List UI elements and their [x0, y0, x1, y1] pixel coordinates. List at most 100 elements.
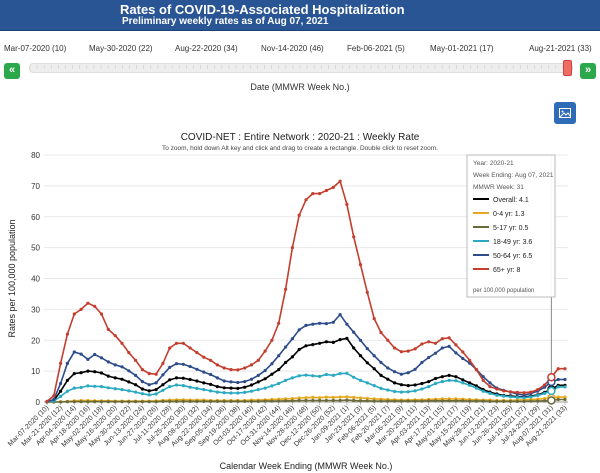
data-point — [406, 390, 410, 394]
data-point — [249, 363, 254, 367]
data-point — [256, 358, 260, 362]
data-point — [277, 321, 281, 325]
data-point — [195, 351, 199, 355]
data-point — [99, 312, 104, 316]
data-point — [154, 381, 158, 385]
data-point — [161, 361, 165, 365]
y-tick-label: 70 — [31, 182, 40, 191]
slider-label: May-30-2020 (22) — [89, 44, 153, 53]
data-point — [420, 399, 424, 403]
data-point — [290, 399, 294, 403]
data-point — [386, 366, 390, 370]
data-point — [413, 347, 417, 351]
data-point — [297, 396, 301, 400]
data-point — [324, 188, 328, 193]
data-point — [52, 394, 56, 398]
data-point — [495, 393, 499, 397]
date-slider-handle[interactable] — [563, 60, 572, 76]
data-point — [474, 368, 478, 372]
data-point — [168, 365, 172, 369]
data-point — [324, 372, 328, 377]
data-point — [386, 338, 390, 342]
data-point — [338, 398, 342, 403]
data-point — [427, 385, 431, 389]
data-point — [345, 395, 349, 399]
data-point — [338, 313, 342, 317]
data-point — [399, 383, 403, 387]
data-point — [318, 398, 322, 403]
data-point — [461, 399, 465, 403]
data-point — [106, 327, 110, 331]
data-point — [563, 395, 567, 399]
data-point — [209, 358, 213, 362]
data-point — [304, 396, 308, 400]
hover-point — [547, 373, 556, 382]
data-point — [229, 368, 233, 372]
download-image-button[interactable] — [554, 102, 576, 124]
data-point — [311, 398, 315, 403]
data-point — [229, 386, 233, 390]
data-point — [113, 334, 117, 338]
legend-header-line: MMWR Week: 31 — [473, 184, 524, 191]
data-point — [243, 390, 247, 394]
date-slider-track[interactable] — [29, 63, 573, 73]
data-point — [433, 381, 438, 386]
data-point — [345, 202, 349, 206]
data-point — [147, 393, 151, 397]
data-point — [161, 399, 165, 403]
data-point — [311, 192, 315, 196]
data-point — [263, 349, 267, 353]
data-point — [202, 355, 206, 359]
data-point — [72, 386, 76, 390]
data-point — [86, 400, 90, 404]
data-point — [113, 400, 117, 404]
data-point — [140, 400, 144, 404]
data-point — [406, 371, 410, 375]
data-point — [174, 362, 179, 366]
data-point — [413, 383, 417, 387]
data-point — [488, 391, 492, 395]
data-point — [406, 384, 410, 388]
data-point — [468, 399, 472, 403]
slider-prev-button[interactable]: « — [4, 63, 20, 79]
data-point — [195, 367, 199, 371]
data-point — [168, 385, 172, 389]
data-point — [209, 382, 213, 386]
data-point — [284, 345, 288, 349]
data-point — [174, 383, 179, 387]
data-point — [379, 360, 383, 365]
data-point — [563, 385, 567, 389]
data-point — [243, 385, 247, 389]
data-point — [474, 386, 478, 390]
data-point — [113, 363, 117, 367]
data-point — [140, 368, 144, 372]
data-point — [454, 343, 458, 347]
data-point — [522, 396, 526, 400]
data-point — [79, 307, 83, 311]
data-point — [372, 367, 376, 371]
data-point — [147, 389, 151, 393]
data-point — [277, 399, 281, 403]
data-point — [277, 354, 281, 358]
data-point — [93, 400, 97, 404]
data-point — [433, 341, 438, 345]
data-point — [365, 381, 369, 385]
data-point — [93, 352, 97, 357]
data-point — [65, 361, 69, 365]
data-point — [65, 332, 69, 336]
data-point — [318, 321, 322, 325]
data-point — [399, 390, 403, 394]
data-point — [277, 381, 281, 386]
data-point — [243, 380, 247, 384]
data-point — [372, 397, 376, 401]
data-point — [318, 396, 322, 400]
data-point — [65, 389, 69, 393]
series-line — [46, 313, 565, 403]
data-point — [215, 385, 219, 389]
data-point — [365, 399, 369, 403]
slider-next-button[interactable]: » — [580, 63, 596, 79]
data-point — [181, 384, 185, 388]
data-point — [209, 399, 213, 403]
data-point — [440, 399, 444, 403]
